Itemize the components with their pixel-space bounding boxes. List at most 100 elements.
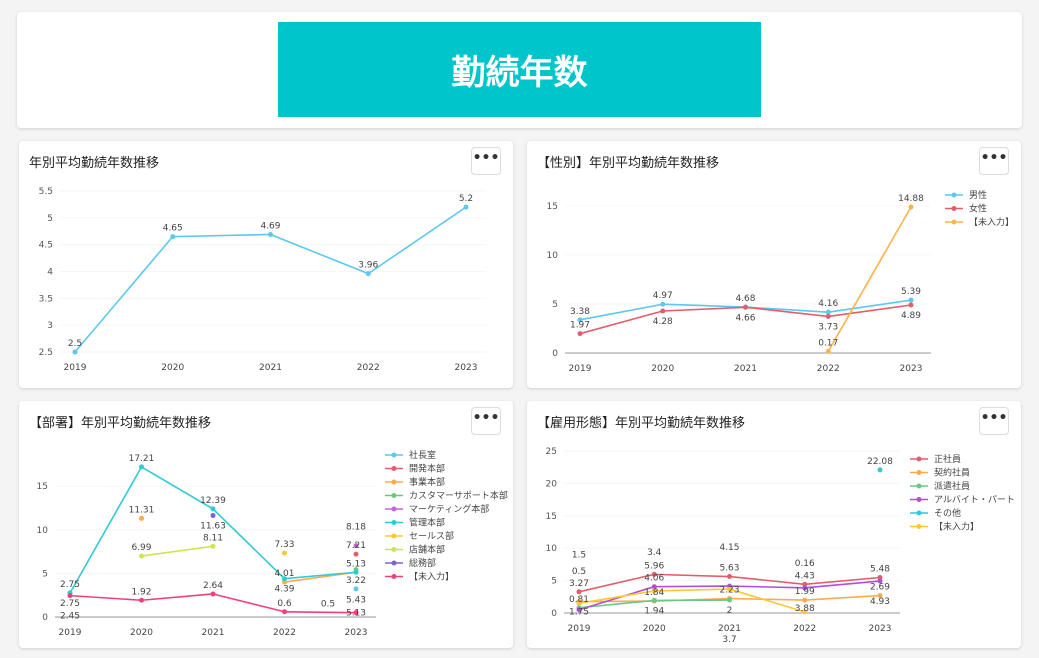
data-label: 1.92 <box>131 587 151 597</box>
data-label: 4.65 <box>163 224 183 234</box>
series-line-segment <box>729 588 805 613</box>
data-label: 4.93 <box>870 597 890 607</box>
series-line-segment <box>827 206 912 352</box>
data-point <box>825 313 831 319</box>
data-point <box>660 308 666 314</box>
data-point <box>825 309 831 315</box>
chart-card-department: 0 5 10 15 2019 2020 2021 2022 2023 社長室 開発本部 事業本部 カスタ… <box>19 401 513 648</box>
legend-marker <box>951 219 957 225</box>
series-line-segment <box>270 233 369 275</box>
data-point <box>210 513 216 519</box>
legend-label: アルバイト・パート <box>934 495 1015 506</box>
data-label: 11.31 <box>129 505 155 515</box>
series-line-segment <box>745 306 829 318</box>
data-label: 3.22 <box>346 576 366 586</box>
series-line-segment <box>141 593 214 602</box>
x-tick-label: 2021 <box>718 624 741 634</box>
data-label: 4.66 <box>735 313 755 323</box>
more-menu-button[interactable]: ••• <box>471 147 501 175</box>
data-point <box>877 578 883 584</box>
legend-marker <box>391 520 397 525</box>
x-tick-label: 2020 <box>161 363 184 373</box>
data-point <box>877 593 883 599</box>
more-menu-button[interactable]: ••• <box>979 147 1009 175</box>
data-label: 14.88 <box>898 194 924 204</box>
data-label: 2.75 <box>60 580 80 590</box>
series-line-segment <box>172 233 271 238</box>
y-tick-label: 3.5 <box>39 294 53 304</box>
series-line-segment <box>654 588 730 592</box>
data-label: 7.21 <box>346 541 366 551</box>
data-label: 5.63 <box>719 564 739 574</box>
data-point <box>576 589 582 595</box>
data-label: 5.43 <box>346 596 366 606</box>
chart-title: 【部署】年別平均勤続年数推移 <box>29 416 212 431</box>
data-point <box>353 569 359 575</box>
chart-svg: 0 5 10 15 20 25 2019 2020 2021 2022 2023 正社員契約社員派遣社… <box>546 447 1015 645</box>
data-label: 5.13 <box>346 608 366 618</box>
series-line-segment <box>828 304 912 318</box>
data-point <box>802 597 808 603</box>
chart-title: 年別平均勤続年数推移 <box>29 156 160 171</box>
x-tick-label: 2022 <box>357 363 380 373</box>
data-label: 0.16 <box>795 559 815 569</box>
more-menu-button[interactable]: ••• <box>471 407 501 435</box>
data-point <box>651 597 657 603</box>
y-tick-label: 4 <box>47 268 53 278</box>
data-point <box>210 506 216 512</box>
x-tick-label: 2023 <box>345 628 368 638</box>
data-point <box>268 231 273 237</box>
data-point <box>365 271 371 277</box>
data-point <box>170 234 176 240</box>
data-point <box>210 543 216 549</box>
data-point <box>210 591 216 597</box>
data-label: 4.43 <box>795 571 815 581</box>
data-point <box>877 574 883 580</box>
data-point <box>139 515 144 521</box>
series-line-segment <box>745 306 829 313</box>
y-tick-label: 10 <box>37 526 49 536</box>
legend-label: 管理本部 <box>409 517 445 529</box>
legend-marker <box>916 510 922 516</box>
legend-label: 契約社員 <box>934 467 970 479</box>
y-tick-label: 20 <box>546 479 558 489</box>
data-point <box>825 348 831 354</box>
legend-label: マーケティング本部 <box>409 503 489 515</box>
y-tick-label: 5 <box>47 214 53 224</box>
x-tick-label: 2019 <box>64 363 87 373</box>
series-line-segment <box>804 576 881 586</box>
legend-label: その他 <box>934 507 961 519</box>
x-tick-label: 2022 <box>793 624 816 634</box>
data-point <box>139 553 144 559</box>
legend-marker <box>391 560 397 566</box>
data-label: 5.48 <box>870 564 890 574</box>
y-tick-label: 15 <box>546 512 557 522</box>
data-label: 2.45 <box>60 612 80 622</box>
series-line-segment <box>69 466 143 594</box>
legend-label: 【未入力】 <box>969 216 1014 228</box>
data-label: 4.06 <box>644 574 664 584</box>
data-label: 4.15 <box>719 543 739 553</box>
series-line-segment <box>284 610 357 614</box>
series-line-segment <box>579 310 663 335</box>
data-point <box>353 551 359 557</box>
x-tick-label: 2023 <box>869 624 892 634</box>
legend-marker <box>391 452 397 458</box>
data-label: 3.38 <box>570 307 590 317</box>
data-point <box>576 600 582 606</box>
series-line-segment <box>804 594 881 601</box>
legend-marker <box>916 483 922 489</box>
chart-svg: 0 5 10 15 2019 2020 2021 2022 2023 社長室開発本部事業本部カスタ… <box>37 449 508 638</box>
legend-marker <box>951 206 957 211</box>
legend-label: セールス部 <box>409 530 454 542</box>
data-label: 3.27 <box>569 579 589 589</box>
data-label: 1.94 <box>644 606 664 616</box>
y-tick-label: 10 <box>546 544 558 554</box>
x-tick-label: 2020 <box>130 628 153 638</box>
data-point <box>908 297 914 303</box>
x-tick-label: 2023 <box>455 363 478 373</box>
y-tick-label: 15 <box>37 482 48 492</box>
series-line-segment <box>828 299 912 313</box>
legend-marker <box>916 497 922 502</box>
more-menu-button[interactable]: ••• <box>979 407 1009 435</box>
